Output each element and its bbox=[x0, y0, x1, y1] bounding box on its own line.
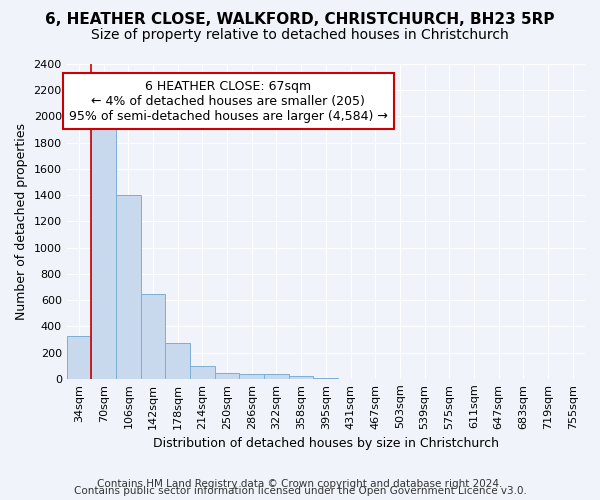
Bar bbox=[313, 378, 338, 379]
X-axis label: Distribution of detached houses by size in Christchurch: Distribution of detached houses by size … bbox=[153, 437, 499, 450]
Bar bbox=[141, 294, 166, 379]
Bar bbox=[239, 374, 264, 379]
Y-axis label: Number of detached properties: Number of detached properties bbox=[15, 123, 28, 320]
Bar bbox=[190, 366, 215, 379]
Bar bbox=[166, 344, 190, 379]
Text: Contains HM Land Registry data © Crown copyright and database right 2024.: Contains HM Land Registry data © Crown c… bbox=[97, 479, 503, 489]
Text: 6 HEATHER CLOSE: 67sqm
← 4% of detached houses are smaller (205)
95% of semi-det: 6 HEATHER CLOSE: 67sqm ← 4% of detached … bbox=[69, 80, 388, 122]
Text: 6, HEATHER CLOSE, WALKFORD, CHRISTCHURCH, BH23 5RP: 6, HEATHER CLOSE, WALKFORD, CHRISTCHURCH… bbox=[45, 12, 555, 28]
Bar bbox=[67, 336, 91, 379]
Bar bbox=[91, 120, 116, 379]
Bar bbox=[215, 372, 239, 379]
Bar bbox=[264, 374, 289, 379]
Bar bbox=[116, 195, 141, 379]
Text: Contains public sector information licensed under the Open Government Licence v3: Contains public sector information licen… bbox=[74, 486, 526, 496]
Text: Size of property relative to detached houses in Christchurch: Size of property relative to detached ho… bbox=[91, 28, 509, 42]
Bar bbox=[289, 376, 313, 379]
